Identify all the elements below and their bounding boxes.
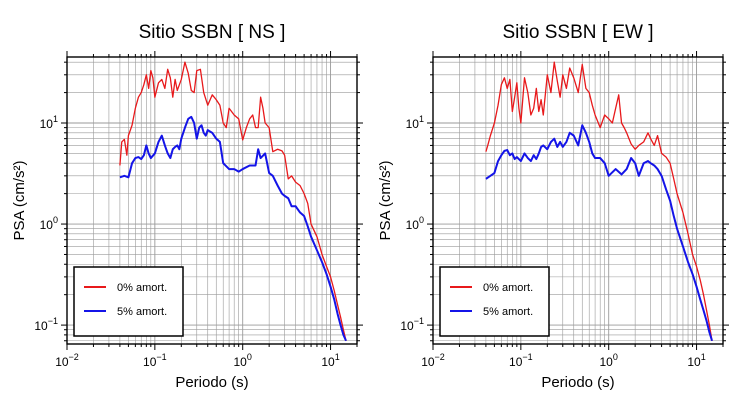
y-axis-label: PSA (cm/s²)	[377, 160, 394, 240]
tick-label-base: 10	[406, 117, 420, 131]
legend: 0% amort. 5% amort.	[73, 266, 184, 337]
tick-label-base: 10	[55, 355, 69, 369]
x-tick-label: 100	[600, 352, 618, 369]
legend-label: 5% amort.	[117, 306, 167, 318]
x-tick-label: 10−1	[143, 352, 167, 369]
x-tick-label: 10−1	[509, 352, 533, 369]
y-tick-label: 10−1	[400, 316, 424, 333]
tick-label-exponent: 1	[701, 352, 706, 362]
series-line-amort-5	[119, 115, 347, 342]
tick-label-exponent: 0	[419, 215, 424, 225]
y-axis-label: PSA (cm/s²)	[11, 160, 28, 240]
tick-label-exponent: −1	[522, 352, 532, 362]
series-group	[485, 61, 713, 342]
x-axis-label: Periodo (s)	[541, 374, 614, 391]
tick-label-exponent: 1	[419, 114, 424, 124]
tick-label-exponent: 1	[53, 114, 58, 124]
tick-label-base: 10	[400, 319, 414, 333]
chart-panel-ns: Sitio SSBN [ NS ]10−2 10−1 100 10110−110010…	[11, 22, 363, 391]
x-tick-label: 101	[687, 352, 705, 369]
y-tick-label: 100	[40, 215, 58, 232]
series-line-amort-0	[485, 61, 713, 341]
tick-label-base: 10	[40, 117, 54, 131]
chart-title: Sitio SSBN [ EW ]	[503, 22, 654, 43]
tick-label-base: 10	[687, 355, 701, 369]
legend-box	[73, 266, 184, 337]
y-tick-label: 101	[40, 114, 58, 131]
chart-panel-ew: Sitio SSBN [ EW ]10−2 10−1 100 10110−110010…	[377, 22, 729, 391]
x-tick-label: 101	[321, 352, 339, 369]
legend-label: 5% amort.	[483, 306, 533, 318]
tick-label-base: 10	[34, 319, 48, 333]
tick-label-base: 10	[406, 218, 420, 232]
tick-label-base: 10	[321, 355, 335, 369]
tick-label-exponent: 0	[247, 352, 252, 362]
plot-frame	[66, 56, 358, 345]
y-tick-label: 100	[406, 215, 424, 232]
tick-label-base: 10	[143, 355, 157, 369]
tick-label-exponent: 0	[53, 215, 58, 225]
x-tick-label: 10−2	[421, 352, 445, 369]
legend: 0% amort. 5% amort.	[439, 266, 550, 337]
chart-title: Sitio SSBN [ NS ]	[139, 22, 286, 43]
tick-label-exponent: −1	[156, 352, 166, 362]
tick-label-base: 10	[509, 355, 523, 369]
x-tick-label: 100	[234, 352, 252, 369]
legend-label: 0% amort.	[483, 282, 533, 294]
legend-box	[439, 266, 550, 337]
tick-label-exponent: 1	[335, 352, 340, 362]
tick-label-exponent: −2	[435, 352, 445, 362]
y-tick-label: 10−1	[34, 316, 58, 333]
tick-label-exponent: 0	[613, 352, 618, 362]
tick-label-exponent: −2	[69, 352, 79, 362]
series-line-amort-0	[119, 61, 347, 341]
x-tick-label: 10−2	[55, 352, 79, 369]
y-tick-label: 101	[406, 114, 424, 131]
tick-label-base: 10	[234, 355, 248, 369]
x-axis-label: Periodo (s)	[175, 374, 248, 391]
tick-label-base: 10	[600, 355, 614, 369]
tick-label-base: 10	[40, 218, 54, 232]
tick-label-exponent: −1	[48, 316, 58, 326]
legend-label: 0% amort.	[117, 282, 167, 294]
series-line-amort-5	[485, 124, 713, 342]
plot-frame	[432, 56, 724, 345]
series-group	[119, 61, 347, 342]
tick-label-base: 10	[421, 355, 435, 369]
tick-label-exponent: −1	[414, 316, 424, 326]
